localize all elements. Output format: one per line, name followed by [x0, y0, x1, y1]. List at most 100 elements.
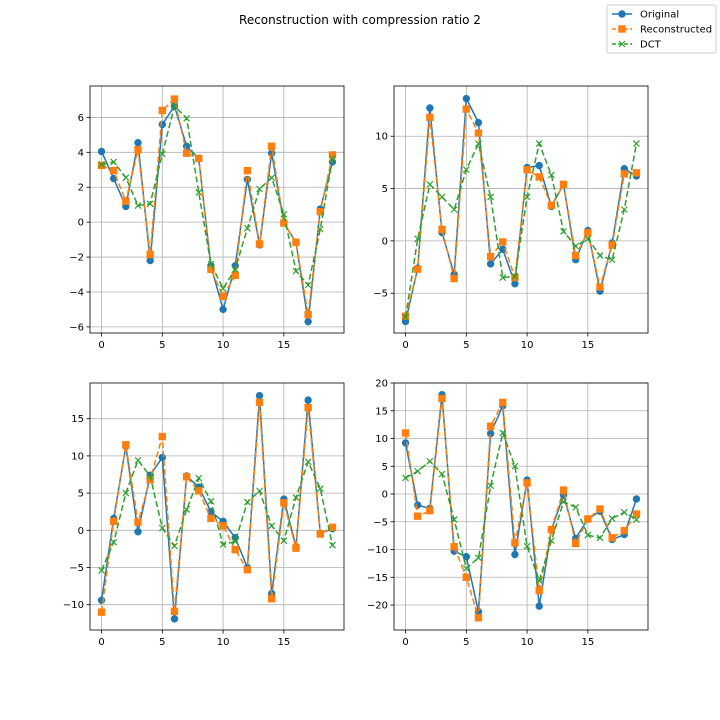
point-dct [134, 202, 142, 209]
x-tick-label: 15 [581, 340, 594, 351]
point-dct [560, 498, 567, 506]
point-dct [122, 489, 130, 497]
point-dct [535, 577, 543, 585]
y-tick-label: 0 [78, 526, 84, 537]
point-reconstructed [547, 525, 556, 534]
point-original [158, 120, 167, 129]
point-reconstructed [109, 166, 118, 175]
point-dct [122, 174, 130, 182]
point-reconstructed [292, 238, 300, 246]
point-reconstructed [219, 292, 227, 301]
point-dct [414, 467, 422, 475]
point-reconstructed [182, 473, 191, 481]
point-dct [304, 281, 312, 289]
point-reconstructed [499, 398, 507, 407]
point-reconstructed [571, 251, 580, 260]
point-dct [499, 274, 507, 281]
legend-marker-reconstructed [618, 25, 626, 33]
y-tick-label: 5 [382, 184, 388, 195]
point-dct [231, 265, 239, 273]
point-original [146, 256, 154, 265]
legend-entries: Original Reconstructed DCT [612, 10, 712, 51]
point-reconstructed [182, 149, 191, 157]
point-dct [620, 206, 628, 213]
x-tick-label: 5 [463, 637, 469, 648]
point-dct [292, 267, 300, 275]
y-tick-label: 5 [382, 462, 388, 473]
x-tick-label: 0 [98, 637, 104, 648]
x-tick-label: 0 [402, 637, 408, 648]
point-original [170, 615, 179, 623]
point-dct [438, 193, 446, 201]
y-tick-label: −2 [69, 253, 84, 264]
point-dct [280, 210, 288, 218]
y-tick-label: −5 [373, 517, 388, 528]
point-dct [280, 537, 288, 545]
y-tick-label: −5 [69, 563, 84, 574]
point-reconstructed [231, 271, 239, 280]
point-reconstructed [328, 151, 337, 159]
point-dct [475, 140, 482, 147]
axes-frame [89, 382, 345, 631]
point-reconstructed [450, 543, 458, 551]
y-tick-label: 15 [375, 406, 388, 417]
point-dct [231, 538, 239, 545]
axes-frame [89, 85, 345, 334]
y-tick-label: −10 [63, 600, 84, 611]
series-line-reconstructed [100, 402, 333, 613]
point-original [219, 305, 227, 314]
point-dct [633, 140, 640, 147]
point-reconstructed [547, 201, 556, 210]
point-dct [195, 189, 203, 196]
point-reconstructed [486, 252, 495, 261]
series-line-dct [405, 430, 637, 584]
point-reconstructed [559, 486, 568, 494]
x-tick-label: 15 [581, 637, 594, 648]
point-reconstructed [267, 595, 276, 603]
point-reconstructed [511, 539, 519, 547]
subplot-4: 0 5 10 15 −20 −15 −10 −5 0 5 10 15 20 [367, 379, 649, 648]
point-original [304, 396, 312, 404]
point-reconstructed [158, 106, 167, 115]
point-original [134, 528, 142, 536]
y-tick-label: 0 [78, 218, 84, 229]
point-reconstructed [499, 238, 507, 246]
point-dct [171, 542, 178, 550]
point-reconstructed [304, 310, 312, 319]
point-reconstructed [122, 441, 130, 449]
point-reconstructed [486, 422, 495, 430]
point-dct [487, 193, 495, 201]
point-reconstructed [523, 166, 531, 174]
point-original [97, 147, 106, 156]
point-reconstructed [596, 505, 604, 513]
y-tick-label: 4 [78, 148, 84, 159]
point-reconstructed [109, 517, 118, 526]
y-tick-label: −5 [373, 289, 388, 300]
axes-frame [393, 382, 649, 631]
point-dct [316, 485, 324, 493]
x-tick-label: 10 [521, 340, 534, 351]
point-dct [633, 516, 640, 523]
point-original [182, 142, 191, 150]
point-dct [110, 158, 118, 166]
point-dct [596, 534, 604, 542]
point-original [134, 139, 142, 147]
point-dct [207, 497, 215, 505]
point-dct [414, 235, 422, 243]
point-reconstructed [195, 154, 203, 163]
point-reconstructed [632, 510, 641, 518]
y-tick-label: −20 [367, 601, 388, 612]
y-tick-label: 0 [382, 236, 388, 247]
y-tick-label: 20 [375, 379, 388, 390]
point-dct [572, 242, 580, 250]
point-dct [292, 494, 300, 501]
point-reconstructed [438, 394, 446, 403]
x-tick-label: 5 [159, 340, 165, 351]
point-dct [98, 567, 105, 574]
point-dct [243, 224, 251, 232]
point-dct [426, 457, 434, 465]
y-tick-label: 10 [375, 132, 388, 143]
point-reconstructed [219, 522, 227, 530]
y-tick-label: 6 [78, 113, 84, 124]
